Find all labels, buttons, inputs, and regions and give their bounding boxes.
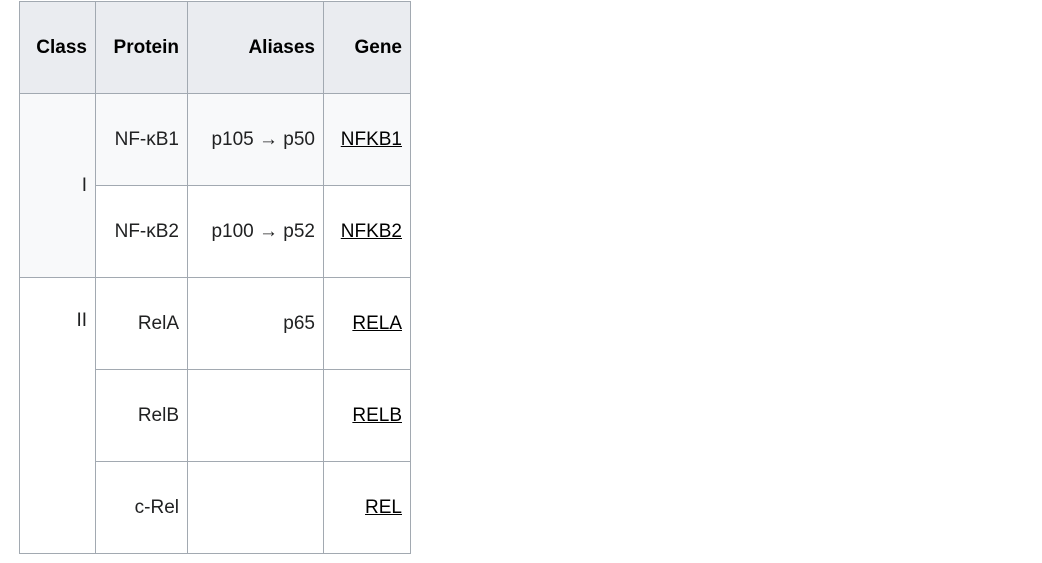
- gene-cell: REL: [323, 461, 411, 554]
- table-row: II RelA p65 RELA: [19, 277, 411, 554]
- header-protein: Protein: [95, 1, 188, 94]
- gene-cell: NFKB2: [323, 185, 411, 278]
- class-cell: II: [19, 277, 96, 554]
- class-cell: I: [19, 93, 96, 278]
- table-row: NF-κB2 p100 → p52 NFKB2: [20, 185, 411, 278]
- table-row: I NF-κB1 p105 → p50 NFKB1: [19, 93, 411, 278]
- gene-link[interactable]: RELB: [352, 404, 402, 426]
- aliases-cell: [187, 461, 324, 554]
- table-row: RelB RELB: [20, 369, 411, 462]
- protein-cell: RelB: [95, 369, 188, 462]
- aliases-cell: [187, 369, 324, 462]
- protein-cell: c-Rel: [95, 461, 188, 554]
- header-class: Class: [19, 1, 96, 94]
- gene-link[interactable]: REL: [365, 496, 402, 518]
- gene-cell: RELA: [323, 277, 411, 370]
- aliases-cell: p65: [187, 277, 324, 370]
- header-aliases: Aliases: [187, 1, 324, 94]
- nfkb-table: Class Protein Aliases Gene I NF-κB1 p105…: [19, 1, 411, 554]
- gene-link[interactable]: NFKB2: [340, 220, 402, 242]
- protein-cell: RelA: [95, 277, 188, 370]
- gene-link[interactable]: NFKB1: [340, 128, 402, 150]
- header-gene: Gene: [323, 1, 411, 94]
- table-row: c-Rel REL: [20, 461, 411, 554]
- gene-cell: NFKB1: [323, 93, 411, 186]
- protein-cell: NF-κB1: [95, 93, 188, 186]
- aliases-cell: p100 → p52: [187, 185, 324, 278]
- protein-cell: NF-κB2: [95, 185, 188, 278]
- gene-cell: RELB: [323, 369, 411, 462]
- header-row: Class Protein Aliases Gene: [19, 1, 411, 94]
- aliases-cell: p105 → p50: [187, 93, 324, 186]
- gene-link[interactable]: RELA: [352, 312, 402, 334]
